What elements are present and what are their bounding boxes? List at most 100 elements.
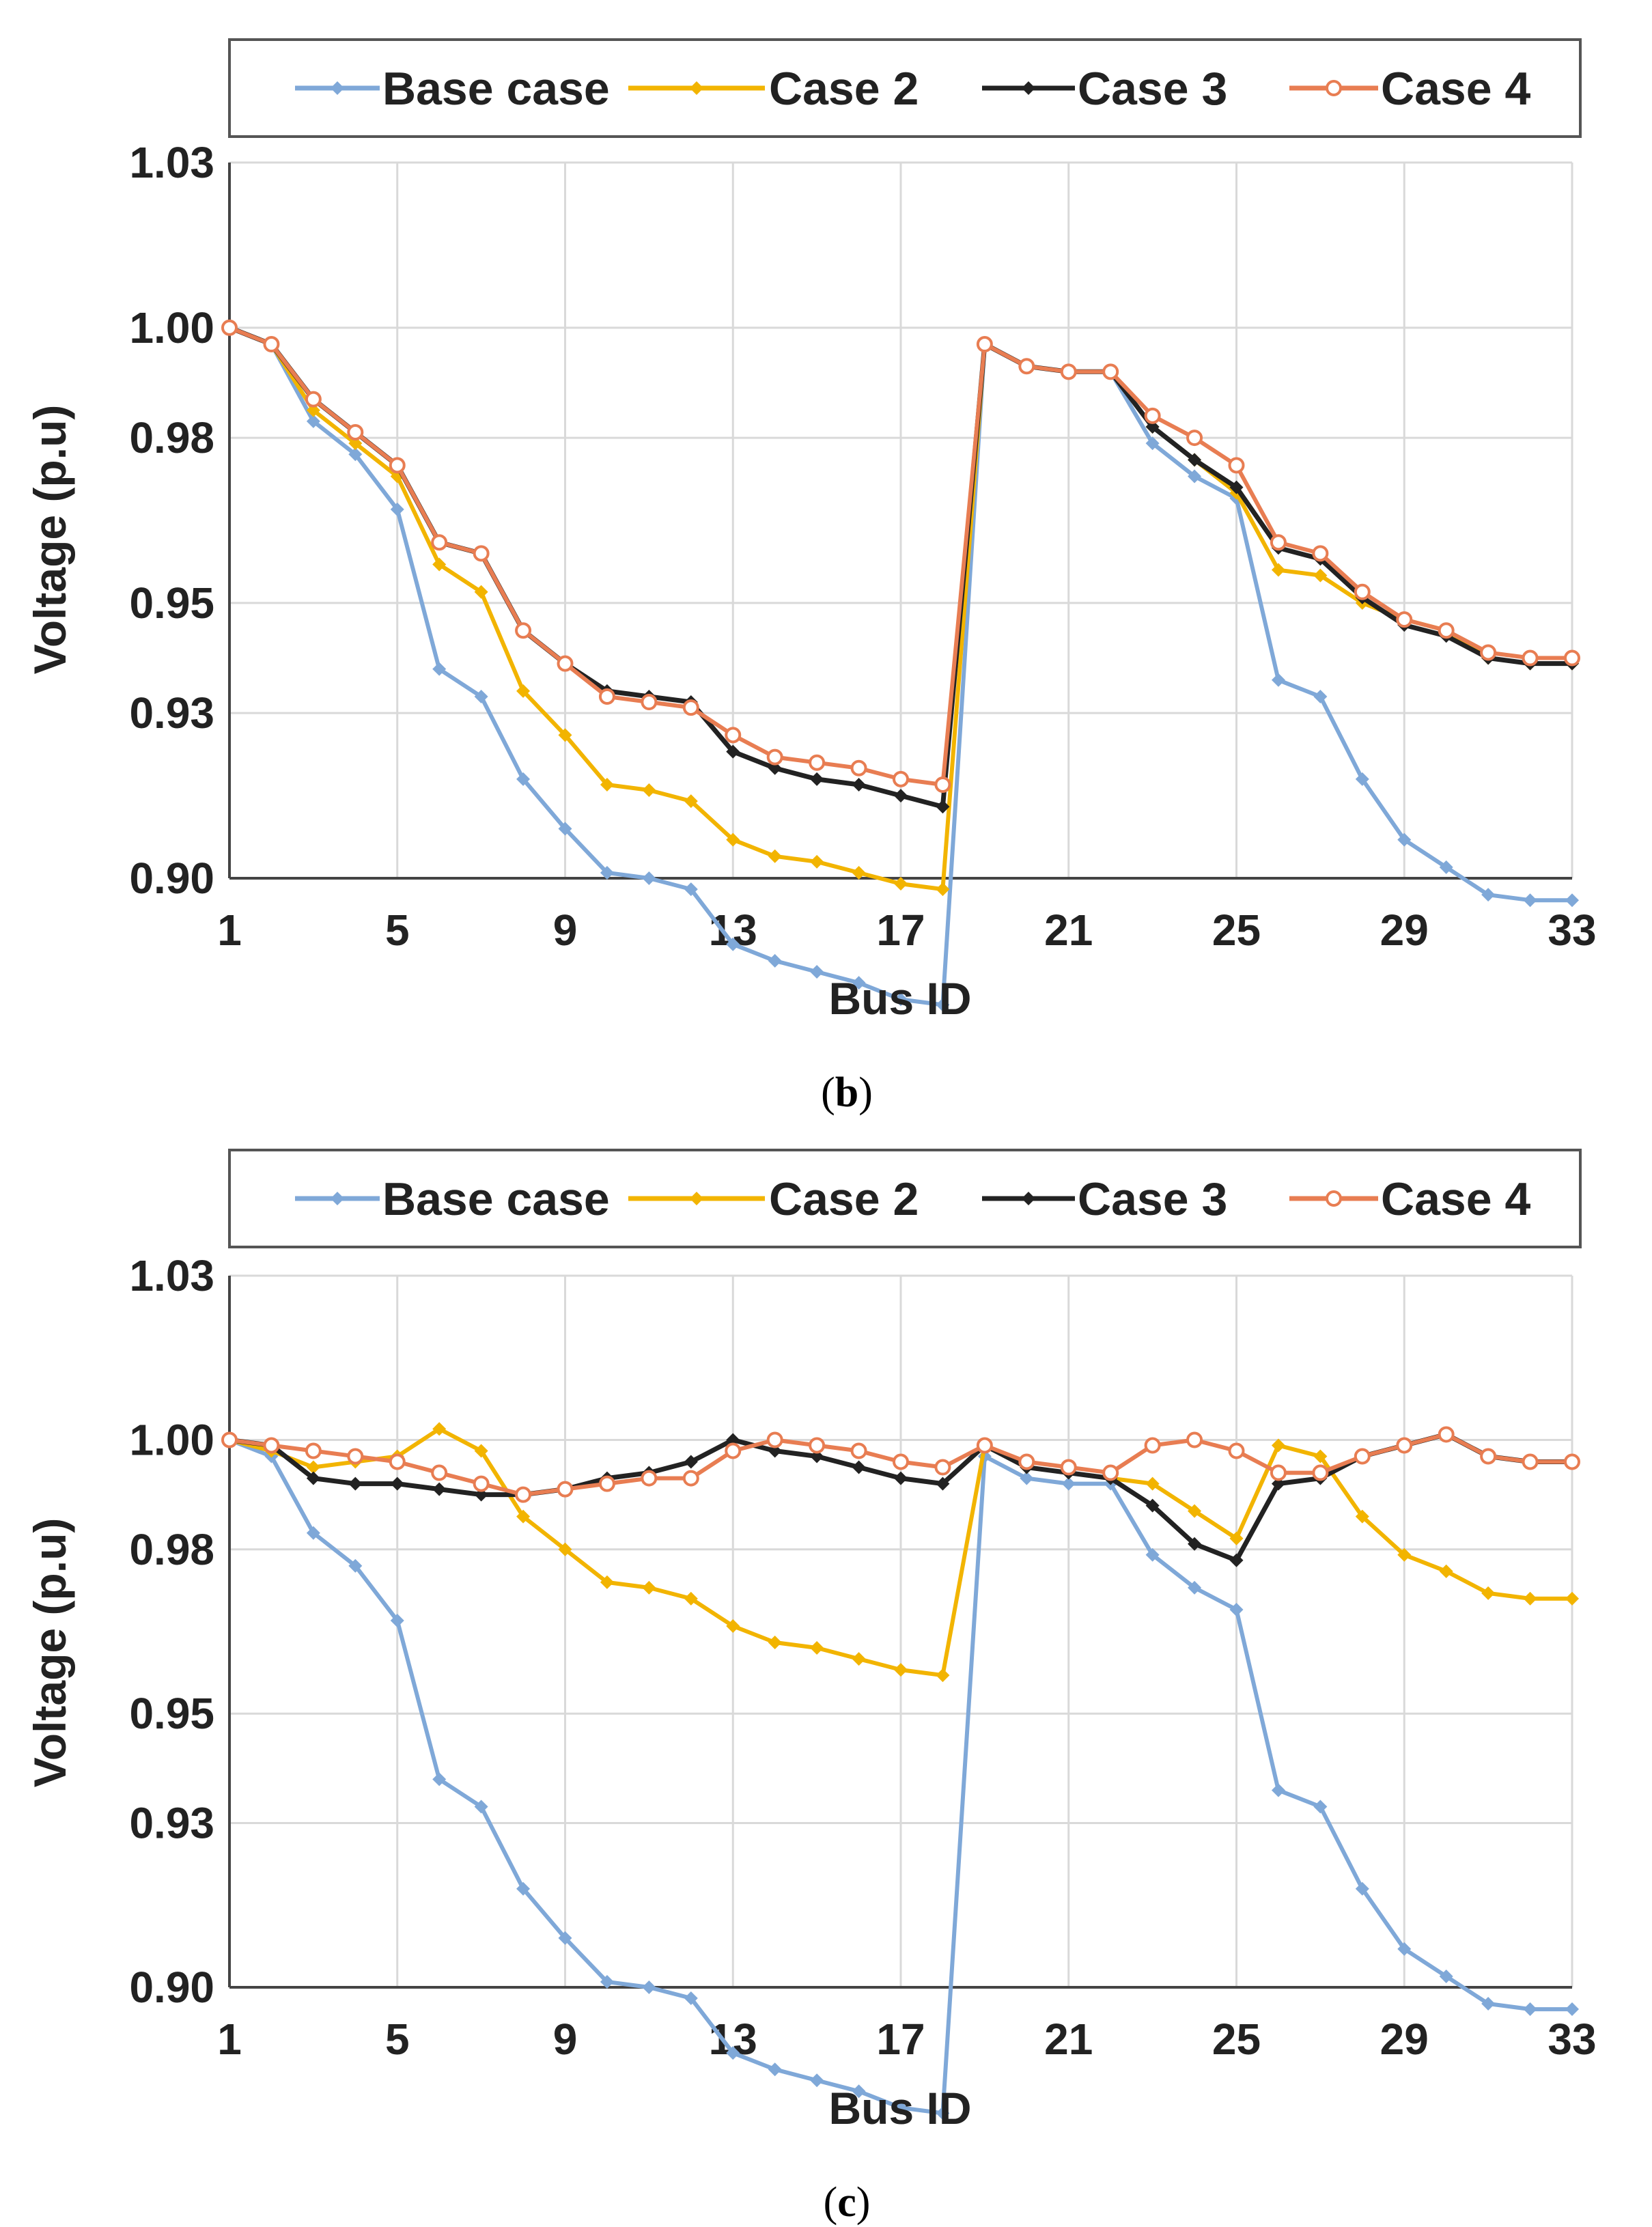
x-axis-title: Bus ID xyxy=(828,973,971,1024)
x-tick-label: 5 xyxy=(385,906,410,955)
data-point xyxy=(934,776,951,793)
data-point xyxy=(850,1442,867,1459)
legend-swatch-marker xyxy=(331,1192,344,1205)
data-point xyxy=(684,794,698,809)
data-point xyxy=(936,1476,950,1491)
data-point xyxy=(1271,1438,1285,1453)
data-point xyxy=(768,761,782,775)
legend-label: Case 2 xyxy=(769,63,919,115)
data-point xyxy=(1020,1471,1034,1485)
legend-entry: Case 4 xyxy=(1289,1173,1530,1225)
data-point xyxy=(1565,2002,1579,2017)
data-point xyxy=(852,976,866,990)
x-tick-label: 21 xyxy=(1044,906,1093,955)
data-point xyxy=(1565,893,1579,908)
data-point xyxy=(1145,436,1160,451)
x-tick-label: 9 xyxy=(553,906,578,955)
data-point xyxy=(432,557,447,572)
data-point xyxy=(1480,1448,1497,1465)
data-point xyxy=(934,1459,951,1476)
data-point xyxy=(1396,1437,1413,1454)
data-point xyxy=(1355,1509,1369,1524)
data-point xyxy=(515,1486,532,1503)
series-layer xyxy=(221,319,1580,1012)
legend-entry: Case 2 xyxy=(628,1173,919,1225)
data-point xyxy=(1145,1476,1160,1491)
data-point xyxy=(768,849,782,863)
data-point xyxy=(768,953,782,968)
x-tick-label: 17 xyxy=(876,2015,925,2064)
y-tick-label: 0.95 xyxy=(129,1689,214,1738)
data-point xyxy=(1060,363,1077,380)
data-point xyxy=(1271,1476,1285,1491)
legend-label: Case 4 xyxy=(1381,1173,1530,1225)
legend-swatch-marker xyxy=(1326,80,1342,96)
data-point xyxy=(642,1580,656,1595)
data-point xyxy=(1439,860,1453,874)
data-point xyxy=(1564,1453,1580,1470)
data-point xyxy=(1481,1586,1496,1600)
data-point xyxy=(474,1487,488,1502)
data-point xyxy=(1354,583,1371,600)
data-point xyxy=(516,1509,531,1524)
data-point xyxy=(473,1475,490,1492)
data-point xyxy=(810,854,824,869)
data-point xyxy=(1271,563,1285,577)
legend-swatch-marker xyxy=(1022,1192,1035,1205)
legend-swatch-marker xyxy=(331,81,344,95)
series-base-case xyxy=(223,1433,1579,2120)
legend-swatch-marker xyxy=(1326,1190,1342,1207)
x-tick-labels: 1 5 9 13 17 21 25 29 33 xyxy=(217,906,1596,955)
data-point xyxy=(557,655,574,672)
x-tick-label: 5 xyxy=(385,2015,410,2064)
data-point xyxy=(684,1455,698,1469)
y-tick-label: 0.90 xyxy=(129,854,214,903)
data-point xyxy=(810,1641,824,1655)
data-point xyxy=(894,789,908,803)
data-point xyxy=(936,1668,950,1683)
data-point xyxy=(726,1433,740,1447)
x-tick-label: 1 xyxy=(217,2015,242,2064)
data-point xyxy=(726,2046,740,2060)
legend-entry: Case 2 xyxy=(628,63,919,115)
data-point xyxy=(598,1475,615,1492)
data-point xyxy=(516,1881,531,1896)
y-tick-label: 1.00 xyxy=(129,1415,214,1464)
panel-caption-label: c xyxy=(837,2179,856,2226)
data-point xyxy=(1439,1969,1453,1983)
data-point xyxy=(726,1619,740,1633)
data-point xyxy=(1397,1942,1412,1956)
data-point xyxy=(936,882,950,897)
data-point xyxy=(600,865,614,880)
data-point xyxy=(894,2101,908,2115)
data-point xyxy=(221,1431,238,1448)
grid-lines xyxy=(228,161,1573,880)
data-point xyxy=(221,319,238,336)
x-tick-label: 17 xyxy=(876,906,925,955)
data-point xyxy=(1480,644,1497,661)
data-point xyxy=(473,545,490,562)
data-point xyxy=(1188,1504,1202,1518)
data-point xyxy=(1522,649,1539,667)
chart-panel-c: 0.900.930.950.981.001.03 1 5 9 13 17 21 25 29 33… xyxy=(25,1149,1597,2226)
data-point xyxy=(766,1431,783,1448)
legend-label: Case 2 xyxy=(769,1173,919,1225)
y-axis-title: Voltage (p.u) xyxy=(25,1518,75,1788)
data-point xyxy=(852,1652,866,1666)
data-point xyxy=(263,336,280,353)
y-tick-label: 0.95 xyxy=(129,578,214,628)
data-point xyxy=(1313,1799,1328,1814)
data-point xyxy=(936,800,950,814)
data-point xyxy=(558,728,572,742)
x-tick-label: 33 xyxy=(1548,2015,1596,2064)
y-tick-label: 1.00 xyxy=(129,303,214,352)
data-point xyxy=(516,772,531,786)
data-point xyxy=(894,877,908,891)
data-point xyxy=(474,689,488,703)
data-point xyxy=(432,1772,447,1787)
data-point xyxy=(1397,832,1412,847)
data-point xyxy=(1188,453,1202,467)
data-point xyxy=(474,1799,488,1814)
data-point xyxy=(306,1460,320,1474)
